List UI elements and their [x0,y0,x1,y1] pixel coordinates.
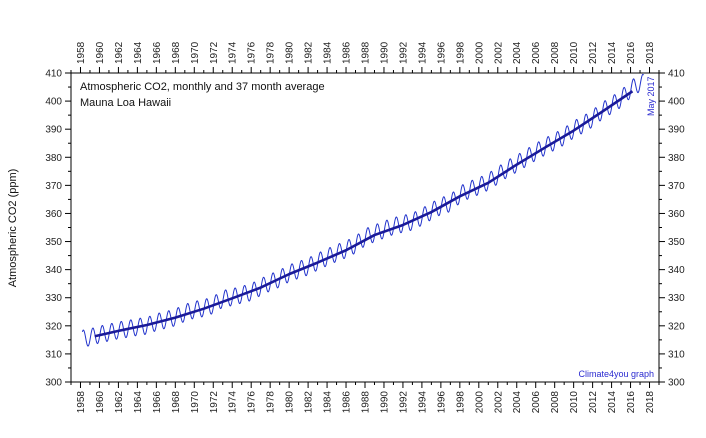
series-layer [81,73,644,347]
x-tick-label: 2016 [626,41,637,64]
x-tick-label: 2010 [569,391,580,414]
x-tick-label: 2000 [474,41,485,64]
x-tick-label: 2018 [645,41,656,64]
right-y-axis: 300 310 320 330 340 350 360 370 380 390 400 410 [659,69,685,389]
x-tick-label: 1962 [114,41,125,64]
y-tick-label: 330 [45,293,62,304]
y-tick-label: 320 [668,321,685,332]
y-tick-label: 410 [45,69,62,80]
x-tick-label: 1988 [361,41,372,64]
x-tick-label: 1970 [190,391,201,414]
x-tick-label: 2004 [512,41,523,64]
x-tick-label: 2016 [626,391,637,414]
y-tick-label: 300 [668,378,685,389]
x-tick-label: 2006 [531,391,542,414]
x-tick-label: 2012 [588,391,599,414]
y-tick-label: 380 [668,153,685,164]
x-tick-label: 1982 [304,391,315,414]
x-tick-label: 2004 [512,391,523,414]
chart-title-line1: Atmospheric CO2, monthly and 37 month av… [80,81,325,93]
y-tick-label: 380 [45,153,62,164]
y-tick-label: 350 [45,237,62,248]
y-tick-label: 310 [668,349,685,360]
y-tick-label: 410 [668,69,685,80]
x-tick-label: 1984 [323,391,334,414]
y-tick-label: 360 [668,209,685,220]
x-tick-label: 2008 [550,41,561,64]
x-tick-label: 1972 [209,41,220,64]
x-tick-label: 2018 [645,391,656,414]
chart-title-line2: Mauna Loa Hawaii [80,97,171,109]
x-tick-label: 1966 [152,41,163,64]
x-tick-label: 1990 [379,391,390,414]
y-tick-label: 300 [45,378,62,389]
x-tick-label: 1988 [361,391,372,414]
x-tick-label: 1986 [342,391,353,414]
x-tick-label: 1980 [285,391,296,414]
y-tick-label: 310 [45,349,62,360]
y-tick-label: 350 [668,237,685,248]
x-tick-label: 1982 [304,41,315,64]
date-annotation: May 2017 [646,76,656,116]
x-tick-label: 1960 [95,391,106,414]
y-tick-label: 370 [668,181,685,192]
x-tick-label: 1962 [114,391,125,414]
x-tick-label: 1994 [417,41,428,64]
y-tick-label: 400 [668,97,685,108]
top-x-axis: 1958 1960 1962 1964 1966 1968 1970 1972 1974 1976… [70,41,660,73]
x-tick-label: 1984 [323,41,334,64]
x-tick-label: 2014 [607,41,618,64]
y-tick-label: 340 [668,265,685,276]
x-tick-label: 1986 [342,41,353,64]
x-tick-label: 1970 [190,41,201,64]
x-tick-label: 1972 [209,391,220,414]
x-tick-label: 1998 [455,391,466,414]
x-tick-label: 2002 [493,41,504,64]
x-tick-label: 1968 [171,391,182,414]
x-tick-label: 2012 [588,41,599,64]
x-tick-label: 2006 [531,41,542,64]
x-tick-label: 1990 [379,41,390,64]
x-tick-label: 1994 [417,391,428,414]
y-tick-label: 370 [45,181,62,192]
x-tick-label: 1974 [228,41,239,64]
x-tick-label: 1996 [436,41,447,64]
y-tick-label: 390 [668,125,685,136]
y-tick-label: 390 [45,125,62,136]
credit-label: Climate4you graph [578,369,654,379]
left-y-axis: 300 310 320 330 340 350 360 370 380 390 400 410 [45,69,71,389]
x-tick-label: 1964 [133,41,144,64]
x-tick-label: 1958 [76,41,87,64]
x-tick-label: 1976 [247,41,258,64]
x-tick-label: 1964 [133,391,144,414]
x-tick-label: 2000 [474,391,485,414]
average-co2-line [94,90,634,338]
x-tick-label: 1958 [76,391,87,414]
x-tick-label: 1998 [455,41,466,64]
x-tick-label: 1992 [398,391,409,414]
bottom-x-axis: 1958 1960 1962 1964 1966 1968 1970 1972 1974 1976… [70,382,660,414]
x-tick-label: 1992 [398,41,409,64]
x-tick-label: 1966 [152,391,163,414]
x-tick-label: 2014 [607,391,618,414]
y-axis-label: Atmospheric CO2 (ppm) [7,169,19,288]
y-tick-label: 340 [45,265,62,276]
x-tick-label: 1960 [95,41,106,64]
y-tick-label: 400 [45,97,62,108]
plot-frame [70,72,660,383]
y-tick-label: 320 [45,321,62,332]
x-tick-label: 1974 [228,391,239,414]
x-tick-label: 1976 [247,391,258,414]
y-tick-label: 360 [45,209,62,220]
x-tick-label: 2002 [493,391,504,414]
x-tick-label: 2010 [569,41,580,64]
x-tick-label: 1968 [171,41,182,64]
x-tick-label: 2008 [550,391,561,414]
x-tick-label: 1980 [285,41,296,64]
x-tick-label: 1996 [436,391,447,414]
x-tick-label: 1978 [266,41,277,64]
y-tick-label: 330 [668,293,685,304]
x-tick-label: 1978 [266,391,277,414]
